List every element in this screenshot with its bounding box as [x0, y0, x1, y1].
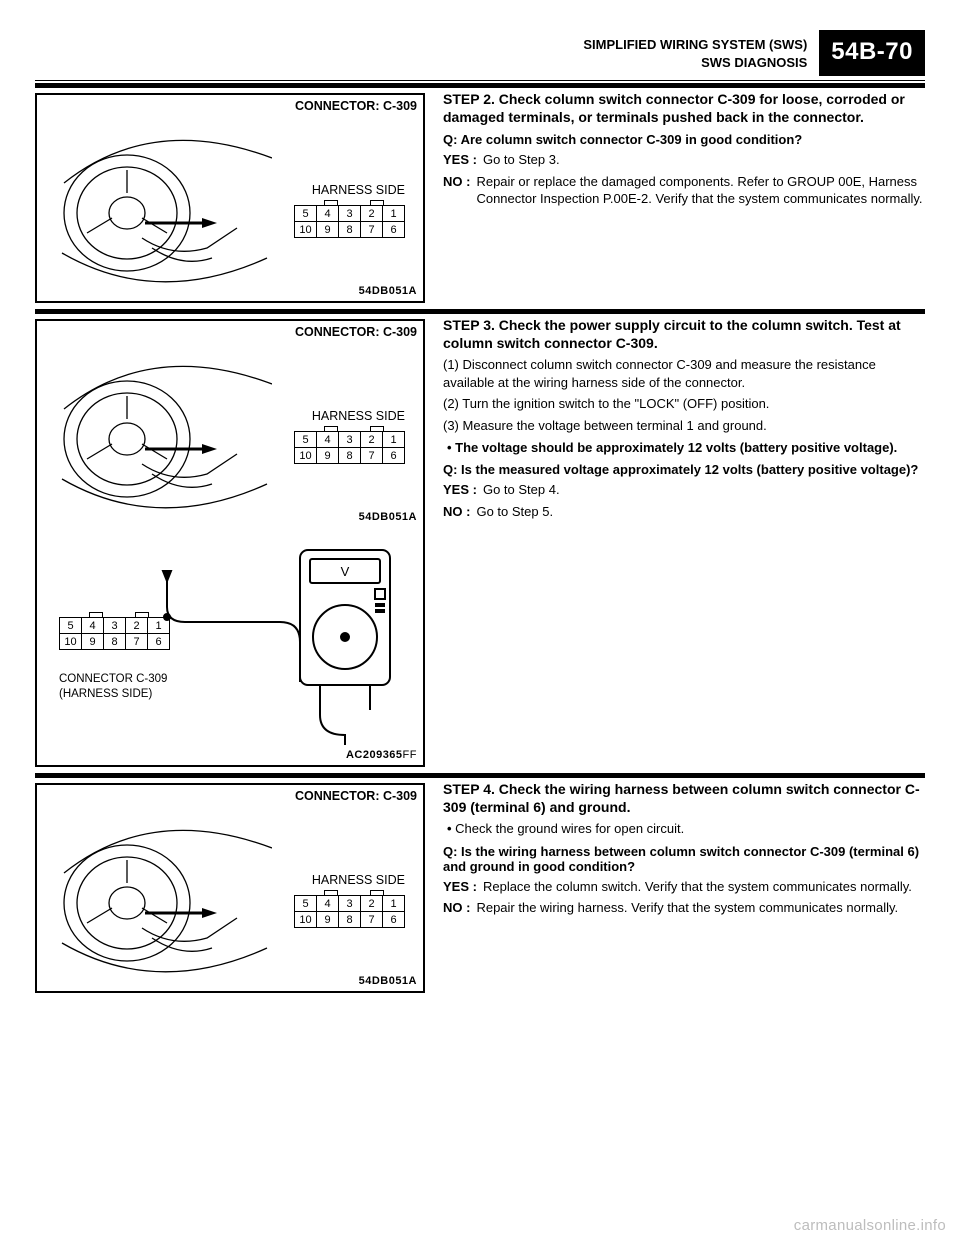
step-3-procedure: (1) Disconnect column switch connector C…: [443, 356, 925, 456]
page-number-badge: 54B-70: [819, 30, 925, 76]
step-4-bullet-1: Check the ground wires for open circuit.: [447, 820, 925, 838]
connector-figure-3: CONNECTOR: C-309 HARNESS SIDE: [35, 783, 425, 993]
step-2-text: STEP 2. Check column switch connector C-…: [443, 90, 925, 212]
figure-code: 54DB051A: [359, 975, 417, 987]
harness-label: HARNESS SIDE: [312, 183, 405, 197]
step-3-item-3: (3) Measure the voltage between terminal…: [443, 417, 925, 456]
step-2-section: CONNECTOR: C-309 HARNESS SIDE: [35, 90, 925, 303]
step-3-item-2: (2) Turn the ignition switch to the "LOC…: [443, 395, 925, 413]
steering-wheel-diagram: [42, 349, 272, 519]
rule: [35, 80, 925, 81]
step-3-title: STEP 3. Check the power supply circuit t…: [443, 316, 925, 352]
page-header: SIMPLIFIED WIRING SYSTEM (SWS) SWS DIAGN…: [35, 30, 925, 76]
step-4-question: Q: Is the wiring harness between column …: [443, 844, 925, 874]
figure-column: CONNECTOR: C-309 HARNESS SIDE: [35, 90, 425, 303]
figure-title: CONNECTOR: C-309: [295, 789, 417, 803]
figure-title: CONNECTOR: C-309: [295, 325, 417, 339]
header-title: SWS DIAGNOSIS: [583, 54, 807, 72]
rule: [35, 773, 925, 778]
steering-wheel-diagram: [42, 123, 272, 293]
step-3-no: NO :Go to Step 5.: [443, 503, 925, 521]
figure-column: CONNECTOR: C-309 HARNESS SIDE: [35, 316, 425, 767]
step-4-title: STEP 4. Check the wiring harness between…: [443, 780, 925, 816]
step-2-question: Q: Are column switch connector C-309 in …: [443, 132, 925, 147]
harness-label: HARNESS SIDE: [312, 873, 405, 887]
rule: [35, 309, 925, 314]
harness-label: HARNESS SIDE: [312, 409, 405, 423]
step-2-yes: YES :Go to Step 3.: [443, 151, 925, 169]
figure-code: 54DB051A: [359, 285, 417, 297]
multimeter-figure: 5 4 3 2 1 10 9 8 7 6 CONNECT: [35, 527, 425, 767]
step-4-yes: YES :Replace the column switch. Verify t…: [443, 878, 925, 896]
figure-code: AC209365FF: [346, 749, 417, 761]
step-2-title: STEP 2. Check column switch connector C-…: [443, 90, 925, 126]
figure-title: CONNECTOR: C-309: [295, 99, 417, 113]
connector-figure-2: CONNECTOR: C-309 HARNESS SIDE: [35, 319, 425, 529]
pin-table: 5 4 3 2 1 10 9 8 7 6: [294, 895, 405, 928]
probe-wire: [85, 567, 335, 727]
step-3-expected: The voltage should be approximately 12 v…: [447, 439, 925, 457]
step-3-text: STEP 3. Check the power supply circuit t…: [443, 316, 925, 524]
steering-wheel-diagram: [42, 813, 272, 983]
step-4-no: NO :Repair the wiring harness. Verify th…: [443, 899, 925, 917]
pin-table: 5 4 3 2 1 10 9 8 7 6: [294, 205, 405, 238]
pin-table: 5 4 3 2 1 10 9 8 7 6: [294, 431, 405, 464]
step-3-item-1: (1) Disconnect column switch connector C…: [443, 356, 925, 391]
step-3-question: Q: Is the measured voltage approximately…: [443, 462, 925, 477]
step-2-no: NO :Repair or replace the damaged compon…: [443, 173, 925, 208]
step-4-section: CONNECTOR: C-309 HARNESS SIDE: [35, 780, 925, 993]
step-4-bullets: Check the ground wires for open circuit.: [447, 820, 925, 838]
step-3-yes: YES :Go to Step 4.: [443, 481, 925, 499]
header-text: SIMPLIFIED WIRING SYSTEM (SWS) SWS DIAGN…: [583, 30, 807, 71]
step-3-section: CONNECTOR: C-309 HARNESS SIDE: [35, 316, 925, 767]
watermark: carmanualsonline.info: [794, 1217, 946, 1234]
svg-text:V: V: [341, 564, 350, 579]
connector-figure: CONNECTOR: C-309 HARNESS SIDE: [35, 93, 425, 303]
figure-code: 54DB051A: [359, 511, 417, 523]
step-4-text: STEP 4. Check the wiring harness between…: [443, 780, 925, 921]
header-group: SIMPLIFIED WIRING SYSTEM (SWS): [583, 36, 807, 54]
rule: [35, 83, 925, 88]
figure-column: CONNECTOR: C-309 HARNESS SIDE: [35, 780, 425, 993]
